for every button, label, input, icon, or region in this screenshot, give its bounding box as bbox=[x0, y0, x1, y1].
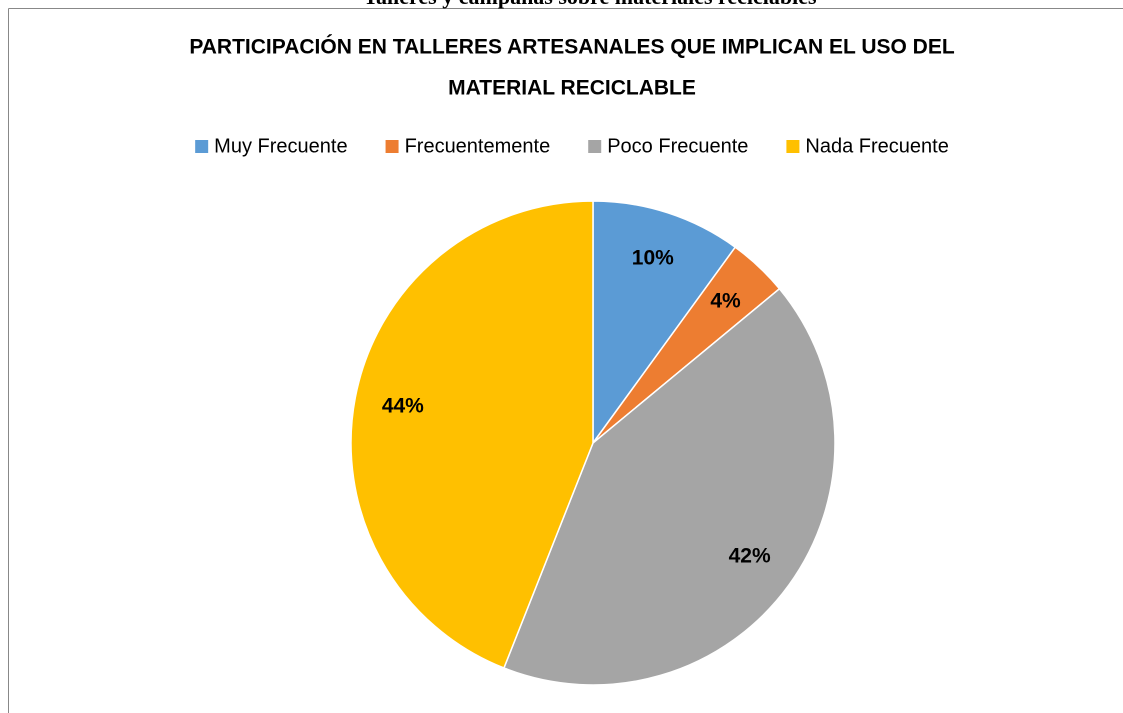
chart-title: PARTICIPACIÓN EN TALLERES ARTESANALES QU… bbox=[189, 35, 955, 59]
pie-slice bbox=[592, 200, 737, 446]
data-label: 42% bbox=[729, 544, 771, 567]
data-label: 44% bbox=[382, 394, 424, 417]
data-label: 10% bbox=[632, 246, 674, 269]
pie-slice bbox=[350, 200, 594, 669]
data-label: 4% bbox=[710, 289, 741, 312]
legend-label: Muy Frecuente bbox=[214, 135, 347, 157]
legend-swatch bbox=[195, 140, 209, 153]
pie-slice bbox=[502, 287, 836, 686]
legend-label: Poco Frecuente bbox=[607, 135, 748, 157]
legend-label: Nada Frecuente bbox=[805, 135, 948, 157]
legend-swatch bbox=[385, 140, 399, 153]
page-heading: Talleres y campañas sobre materiales rec… bbox=[363, 0, 817, 9]
legend-label: Frecuentemente bbox=[405, 135, 551, 157]
legend-swatch bbox=[588, 140, 602, 153]
legend-swatch bbox=[786, 140, 800, 153]
chart-title: MATERIAL RECICLABLE bbox=[448, 77, 696, 100]
